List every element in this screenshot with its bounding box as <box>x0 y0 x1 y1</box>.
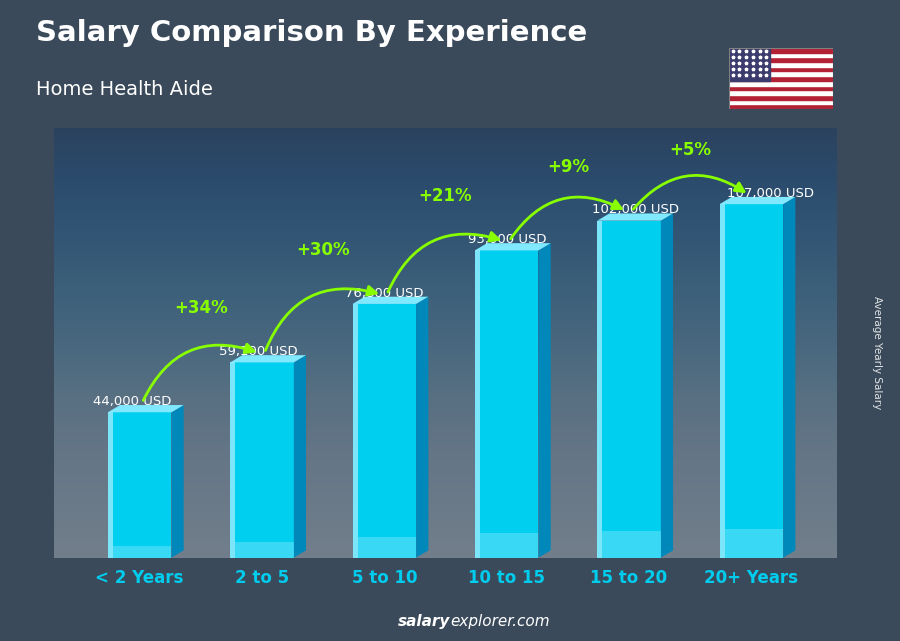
Polygon shape <box>230 355 306 362</box>
Polygon shape <box>353 304 416 558</box>
Bar <box>729 76 832 81</box>
Text: Home Health Aide: Home Health Aide <box>36 80 213 99</box>
Bar <box>729 90 832 95</box>
Polygon shape <box>720 204 783 558</box>
Bar <box>729 104 832 109</box>
Polygon shape <box>480 533 538 558</box>
Bar <box>729 58 832 62</box>
Text: +5%: +5% <box>670 141 711 159</box>
Polygon shape <box>661 213 673 558</box>
Polygon shape <box>724 529 783 558</box>
Polygon shape <box>171 405 184 558</box>
Polygon shape <box>235 542 293 558</box>
Polygon shape <box>230 362 235 558</box>
Text: Average Yearly Salary: Average Yearly Salary <box>872 296 883 409</box>
Polygon shape <box>538 243 551 558</box>
Text: explorer.com: explorer.com <box>450 615 550 629</box>
Polygon shape <box>475 251 480 558</box>
Polygon shape <box>108 412 171 558</box>
Polygon shape <box>416 297 428 558</box>
Text: +9%: +9% <box>547 158 589 176</box>
Polygon shape <box>602 531 661 558</box>
Text: salary: salary <box>398 615 450 629</box>
Text: 102,000 USD: 102,000 USD <box>592 203 680 217</box>
Polygon shape <box>108 412 112 558</box>
Polygon shape <box>357 537 416 558</box>
Polygon shape <box>783 197 796 558</box>
Bar <box>729 72 832 76</box>
Polygon shape <box>598 221 661 558</box>
Text: 93,000 USD: 93,000 USD <box>467 233 546 246</box>
Bar <box>729 48 832 53</box>
Bar <box>729 99 832 104</box>
Text: 44,000 USD: 44,000 USD <box>94 395 172 408</box>
Text: Salary Comparison By Experience: Salary Comparison By Experience <box>36 19 587 47</box>
Text: 107,000 USD: 107,000 USD <box>727 187 814 200</box>
Bar <box>729 95 832 99</box>
Text: +34%: +34% <box>174 299 228 317</box>
Polygon shape <box>598 213 673 221</box>
Polygon shape <box>475 243 551 251</box>
Polygon shape <box>230 362 293 558</box>
Text: +30%: +30% <box>296 241 350 259</box>
Polygon shape <box>112 546 171 558</box>
Bar <box>729 53 832 58</box>
Text: 76,800 USD: 76,800 USD <box>346 287 424 299</box>
Polygon shape <box>475 251 538 558</box>
Polygon shape <box>293 355 306 558</box>
Bar <box>729 81 832 85</box>
Polygon shape <box>353 297 428 304</box>
Polygon shape <box>720 197 796 204</box>
Text: +21%: +21% <box>418 187 472 205</box>
Bar <box>729 62 832 67</box>
Polygon shape <box>598 221 602 558</box>
Polygon shape <box>108 405 184 412</box>
Bar <box>729 48 770 81</box>
Polygon shape <box>353 304 357 558</box>
Text: 59,100 USD: 59,100 USD <box>220 345 298 358</box>
Polygon shape <box>720 204 724 558</box>
Bar <box>729 85 832 90</box>
Bar <box>729 67 832 72</box>
